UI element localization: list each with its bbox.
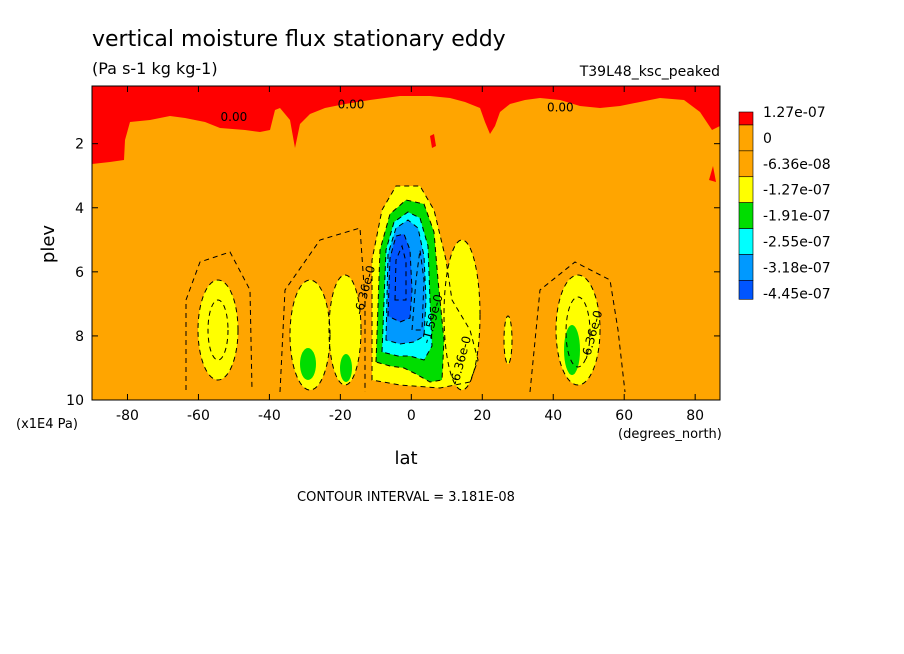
colorbar-swatch [738, 150, 754, 178]
y-tick-label: 8 [75, 329, 84, 345]
x-tick-label: 80 [686, 408, 704, 424]
colorbar-label: 0 [763, 131, 772, 147]
y-tick-label: 4 [75, 201, 84, 217]
region-red-notch [709, 166, 716, 182]
y-axis: 2 4 6 8 10 [66, 137, 720, 409]
chart-title: vertical moisture flux stationary eddy [92, 27, 506, 52]
colorbar-label: -3.18e-07 [763, 260, 831, 276]
colorbar-swatch [738, 111, 754, 126]
colorbar-label: -2.55e-07 [763, 235, 831, 251]
contour-label: 0.00 [221, 110, 248, 124]
colorbar-swatch [738, 202, 754, 229]
colorbar-swatch [738, 228, 754, 255]
colorbar-swatch [738, 254, 754, 281]
colorbar-swatch [738, 176, 754, 203]
run-label: T39L48_ksc_peaked [579, 64, 720, 80]
region-red-top [92, 86, 720, 164]
x-tick-label: 60 [615, 408, 633, 424]
region-red-notch [430, 134, 436, 148]
y-tick-label: 2 [75, 137, 84, 153]
x-tick-label: -40 [258, 408, 281, 424]
colorbar-label: -4.45e-07 [763, 286, 831, 302]
x-tick-label: -60 [187, 408, 210, 424]
x-axis-label: lat [394, 448, 417, 469]
colorbar-swatch [738, 280, 754, 300]
x-tick-label: 40 [544, 408, 562, 424]
y-axis-label: plev [38, 225, 59, 264]
chart-subtitle: (Pa s-1 kg kg-1) [92, 59, 218, 78]
colorbar-label: 1.27e-07 [763, 105, 826, 121]
colorbar-swatch [738, 124, 754, 152]
x-tick-label: -80 [116, 408, 139, 424]
x-tick-label: -20 [329, 408, 352, 424]
x-axis-units: (degrees_north) [618, 427, 722, 442]
colorbar-label: -1.27e-07 [763, 183, 831, 199]
x-axis: -80 -60 -40 -20 0 20 40 60 80 [116, 86, 704, 424]
y-tick-label: 6 [75, 265, 84, 281]
x-tick-label: 0 [407, 408, 416, 424]
colorbar: 1.27e-07 0 -6.36e-08 -1.27e-07 -1.91e-07 -2.5… [738, 105, 831, 302]
y-tick-label: 10 [66, 393, 84, 409]
x-tick-label: 20 [473, 408, 491, 424]
plot-frame [91, 85, 721, 401]
contour-interval-note: CONTOUR INTERVAL = 3.181E-08 [297, 490, 515, 505]
colorbar-label: -1.91e-07 [763, 209, 831, 225]
y-axis-units: (x1E4 Pa) [16, 417, 78, 432]
colorbar-label: -6.36e-08 [763, 157, 831, 173]
contour-lines [185, 185, 626, 393]
plot-area: 0.000.00 0.00-6.36e-0-1.59e-0-6.36e-0 -6.3… [92, 86, 720, 400]
contour-label: 0.00 [338, 97, 365, 111]
contour-label: 0.00 [547, 101, 574, 115]
